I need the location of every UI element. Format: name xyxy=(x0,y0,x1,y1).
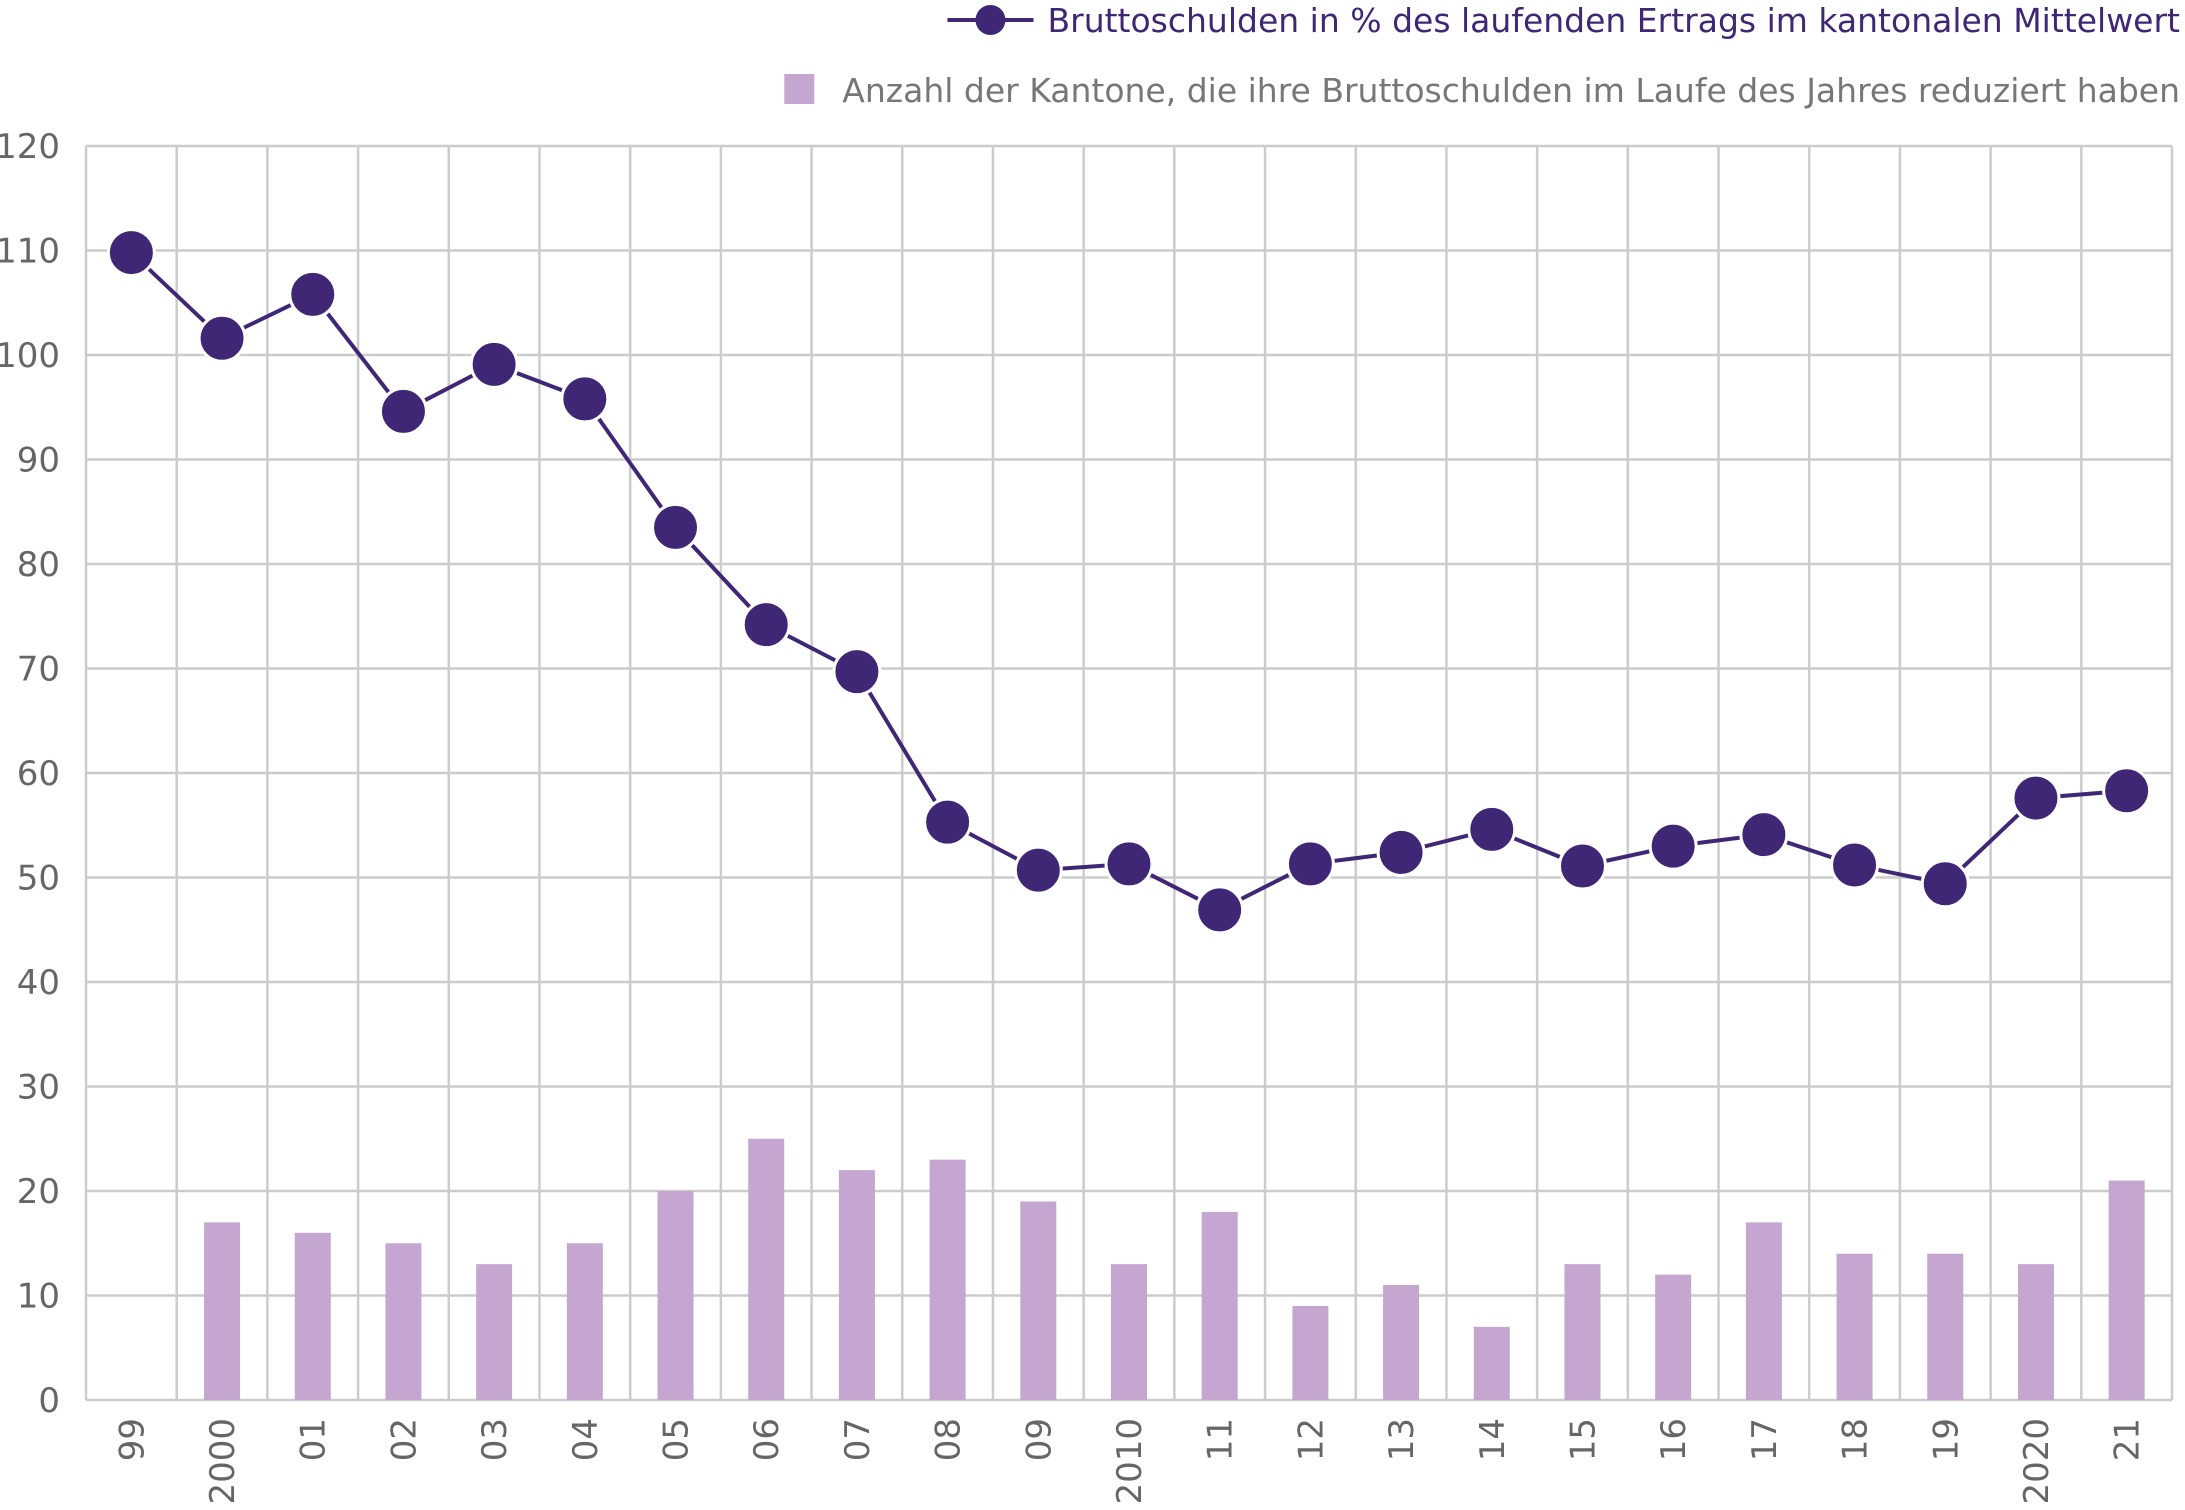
line-point xyxy=(1376,827,1426,877)
legend-bar-swatch xyxy=(784,74,815,104)
bar xyxy=(1201,1211,1238,1400)
line-point xyxy=(1739,810,1789,860)
bar xyxy=(294,1232,331,1400)
line-point xyxy=(651,502,701,552)
bar xyxy=(1473,1326,1510,1400)
x-tick-label: 09 xyxy=(1019,1418,1059,1461)
x-tick-label: 08 xyxy=(929,1418,969,1461)
bar xyxy=(748,1138,785,1400)
y-tick-label: 80 xyxy=(17,545,60,585)
y-gridlines xyxy=(86,144,2172,1402)
legend-marker-swatch xyxy=(975,5,1006,35)
y-tick-label: 100 xyxy=(0,336,60,376)
bar xyxy=(1111,1264,1147,1400)
line-point xyxy=(469,339,519,389)
y-axis-tick-labels: 0 10 20 30 40 50 60 70 80 90 100 110 120 xyxy=(0,127,60,1421)
line-point xyxy=(1648,821,1698,871)
line-point xyxy=(1285,839,1335,889)
line-point xyxy=(832,647,882,697)
x-tick-label: 06 xyxy=(747,1418,787,1461)
bar xyxy=(1655,1274,1692,1400)
x-tick-label: 03 xyxy=(475,1418,515,1461)
bar-series xyxy=(204,1138,2145,1400)
legend-label-bar-series: Anzahl der Kantone, die ihre Bruttoschul… xyxy=(842,71,2180,110)
series-line xyxy=(129,251,2127,913)
bar xyxy=(1383,1285,1420,1400)
y-tick-label: 30 xyxy=(17,1068,60,1108)
legend-label-line-series: Bruttoschulden in % des laufenden Ertrag… xyxy=(1047,1,2180,40)
y-tick-label: 10 xyxy=(17,1277,60,1317)
y-tick-label: 120 xyxy=(0,127,60,167)
x-tick-label: 13 xyxy=(1382,1418,1422,1461)
bar xyxy=(1292,1305,1329,1400)
x-tick-label: 05 xyxy=(657,1418,697,1461)
line-point xyxy=(2011,773,2061,823)
bar xyxy=(476,1264,513,1400)
y-tick-label: 70 xyxy=(17,650,60,690)
line-point xyxy=(1920,859,1970,909)
x-tick-label: 2000 xyxy=(203,1418,243,1505)
y-tick-label: 20 xyxy=(17,1172,60,1212)
legend: Bruttoschulden in % des laufenden Ertrag… xyxy=(784,1,2180,110)
line-point xyxy=(197,313,247,363)
line-point xyxy=(106,228,156,278)
line-point xyxy=(1557,841,1607,891)
bar xyxy=(2017,1264,2054,1400)
line-point xyxy=(2102,766,2152,816)
line-series xyxy=(106,228,2152,935)
y-tick-label: 110 xyxy=(0,232,60,272)
y-tick-label: 0 xyxy=(38,1381,60,1421)
bar xyxy=(657,1191,694,1400)
bar xyxy=(1927,1253,1964,1400)
y-tick-label: 40 xyxy=(17,963,60,1003)
line-point xyxy=(741,600,791,650)
line-point xyxy=(1830,840,1880,890)
line-point xyxy=(288,269,338,319)
bar xyxy=(838,1170,875,1400)
line-point xyxy=(560,374,610,424)
bar xyxy=(204,1222,241,1400)
line-point xyxy=(1467,804,1517,854)
x-tick-label: 14 xyxy=(1473,1418,1513,1461)
x-tick-label: 99 xyxy=(112,1418,152,1461)
line-point xyxy=(378,386,428,436)
x-axis-tick-labels: 99 2000 01 02 03 04 05 06 07 08 09 2010 11 12 13 14 15 16… xyxy=(112,1418,2147,1505)
x-tick-label: 02 xyxy=(384,1418,424,1461)
x-tick-label: 01 xyxy=(294,1418,334,1461)
line-point xyxy=(1195,885,1245,935)
x-tick-label: 07 xyxy=(838,1418,878,1461)
bar xyxy=(2108,1180,2145,1400)
x-tick-label: 2010 xyxy=(1110,1418,1150,1505)
bar xyxy=(1836,1253,1873,1400)
bar xyxy=(566,1243,603,1400)
x-tick-label: 11 xyxy=(1201,1418,1241,1461)
y-tick-label: 60 xyxy=(17,754,60,794)
bar xyxy=(1564,1264,1601,1400)
x-tick-label: 18 xyxy=(1836,1418,1876,1461)
x-tick-label: 16 xyxy=(1654,1418,1694,1461)
x-tick-label: 17 xyxy=(1745,1418,1785,1461)
x-tick-label: 2020 xyxy=(2017,1418,2057,1505)
x-tick-label: 12 xyxy=(1291,1418,1331,1461)
x-tick-label: 19 xyxy=(1926,1418,1966,1461)
x-tick-label: 21 xyxy=(2108,1418,2148,1461)
x-tick-label: 15 xyxy=(1563,1418,1603,1461)
line-point xyxy=(923,797,973,847)
line-point xyxy=(1104,839,1154,889)
line-point xyxy=(1013,845,1063,895)
y-tick-label: 50 xyxy=(17,859,60,899)
bar xyxy=(929,1159,966,1400)
x-tick-label: 04 xyxy=(566,1418,606,1461)
bar xyxy=(385,1243,422,1400)
bar xyxy=(1745,1222,1782,1400)
x-gridlines xyxy=(84,146,2174,1400)
bar xyxy=(1020,1201,1057,1400)
y-tick-label: 90 xyxy=(17,441,60,481)
